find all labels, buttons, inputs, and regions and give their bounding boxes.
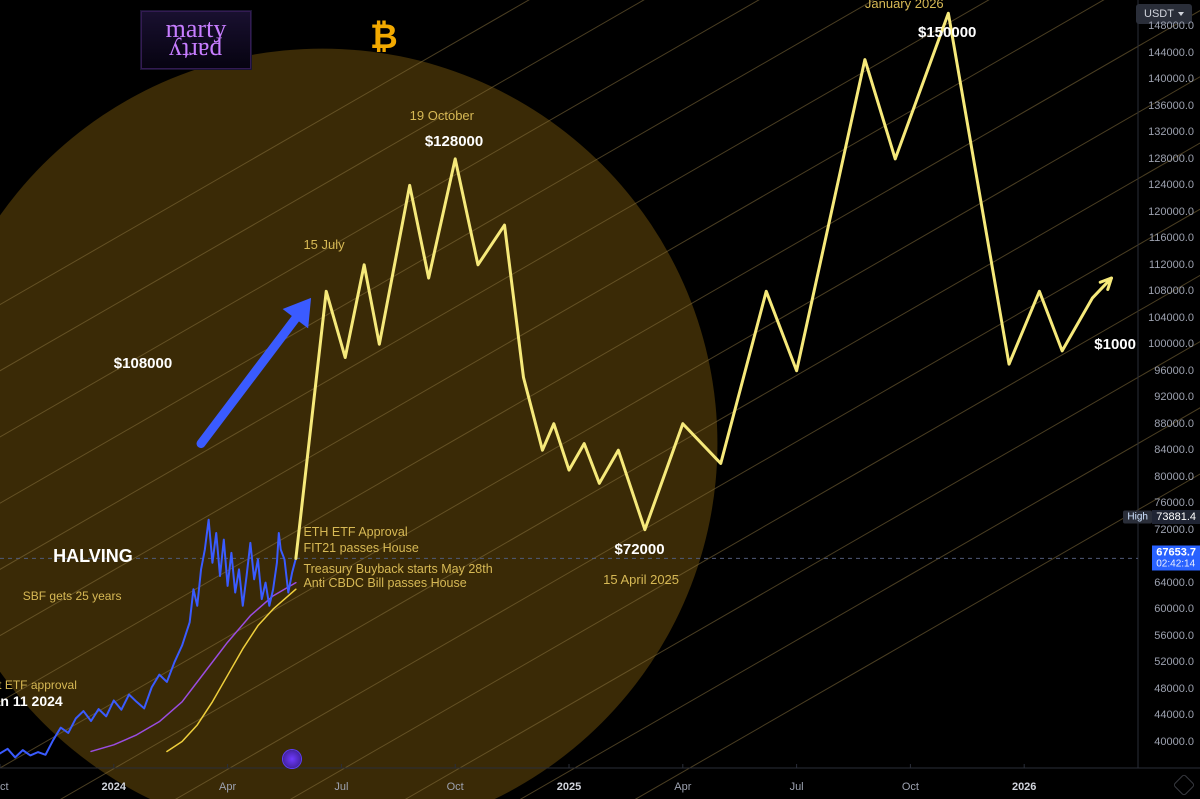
- y-axis-label: 60000.0: [1154, 603, 1194, 615]
- y-axis-label: 92000.0: [1154, 391, 1194, 403]
- x-axis-label: 2026: [1012, 781, 1036, 793]
- replay-icon[interactable]: [283, 750, 301, 768]
- y-axis-label: 132000.0: [1148, 126, 1194, 138]
- y-axis-label: 72000.0: [1154, 524, 1194, 536]
- y-axis-label: 108000.0: [1148, 285, 1194, 297]
- chart-annotation: $128000: [425, 133, 483, 152]
- chart-annotation: Jan 11 2024: [0, 693, 63, 711]
- high-price-value: 73881.4: [1152, 510, 1200, 524]
- y-axis-label: 148000.0: [1148, 20, 1194, 32]
- x-axis-label: Oct: [447, 781, 464, 793]
- y-axis-label: 120000.0: [1148, 206, 1194, 218]
- price-chart: [0, 0, 1200, 799]
- chart-annotation: 15 July: [303, 237, 344, 253]
- y-axis-label: 48000.0: [1154, 683, 1194, 695]
- y-axis-label: 64000.0: [1154, 577, 1194, 589]
- x-axis-label: Oct: [0, 781, 9, 793]
- y-axis-label: 80000.0: [1154, 471, 1194, 483]
- x-axis-label: 2024: [102, 781, 126, 793]
- y-axis-label: 96000.0: [1154, 365, 1194, 377]
- y-axis-label: 100000.0: [1148, 338, 1194, 350]
- chart-annotation: $108000: [114, 355, 172, 374]
- y-axis-label: 112000.0: [1149, 259, 1194, 271]
- chart-annotation: January 2026: [865, 0, 944, 12]
- price-label-100k: $1000: [1094, 336, 1136, 355]
- chart-annotation: Treasury Buyback starts May 28th: [303, 562, 492, 578]
- y-axis-label: 40000.0: [1154, 736, 1194, 748]
- y-axis-label: 44000.0: [1154, 709, 1194, 721]
- y-axis-label: 52000.0: [1154, 656, 1194, 668]
- chart-annotation: pot ETF approval: [0, 678, 77, 693]
- x-axis-label: Oct: [902, 781, 919, 793]
- chart-annotation: $72000: [615, 541, 665, 560]
- chart-annotation: 15 April 2025: [603, 572, 679, 588]
- y-axis-label: 124000.0: [1148, 179, 1194, 191]
- y-axis-label: 144000.0: [1148, 47, 1194, 59]
- y-axis-label: 116000.0: [1149, 232, 1194, 244]
- chart-annotation: ETH ETF Approval: [303, 525, 407, 541]
- current-price-tag: 67653.702:42:14: [1152, 546, 1200, 571]
- y-axis-label: 88000.0: [1154, 418, 1194, 430]
- y-axis-label: 128000.0: [1148, 153, 1194, 165]
- y-axis-label: 84000.0: [1154, 444, 1194, 456]
- chart-annotation: 19 October: [410, 108, 474, 124]
- logo-badge: marty party: [140, 10, 252, 70]
- chart-annotation: HALVING: [53, 545, 133, 568]
- chart-annotation: SBF gets 25 years: [23, 589, 122, 604]
- bitcoin-icon: ₿: [370, 18, 398, 57]
- chart-annotation: $150000: [918, 24, 976, 43]
- x-axis-label: Jul: [334, 781, 348, 793]
- y-axis-label: 56000.0: [1154, 630, 1194, 642]
- y-axis-label: 136000.0: [1148, 100, 1194, 112]
- x-axis-label: Apr: [674, 781, 691, 793]
- y-axis-label: 140000.0: [1148, 73, 1194, 85]
- y-axis-label: 104000.0: [1148, 312, 1194, 324]
- chart-annotation: Anti CBDC Bill passes House: [303, 576, 466, 592]
- chart-annotation: FIT21 passes House: [303, 541, 418, 557]
- currency-label: USDT: [1144, 8, 1174, 20]
- y-axis-label: 76000.0: [1154, 497, 1194, 509]
- x-axis-label: Jul: [790, 781, 804, 793]
- high-price-tag: High: [1123, 511, 1152, 524]
- logo-line2: party: [169, 40, 222, 61]
- x-axis-label: Apr: [219, 781, 236, 793]
- x-axis-label: 2025: [557, 781, 581, 793]
